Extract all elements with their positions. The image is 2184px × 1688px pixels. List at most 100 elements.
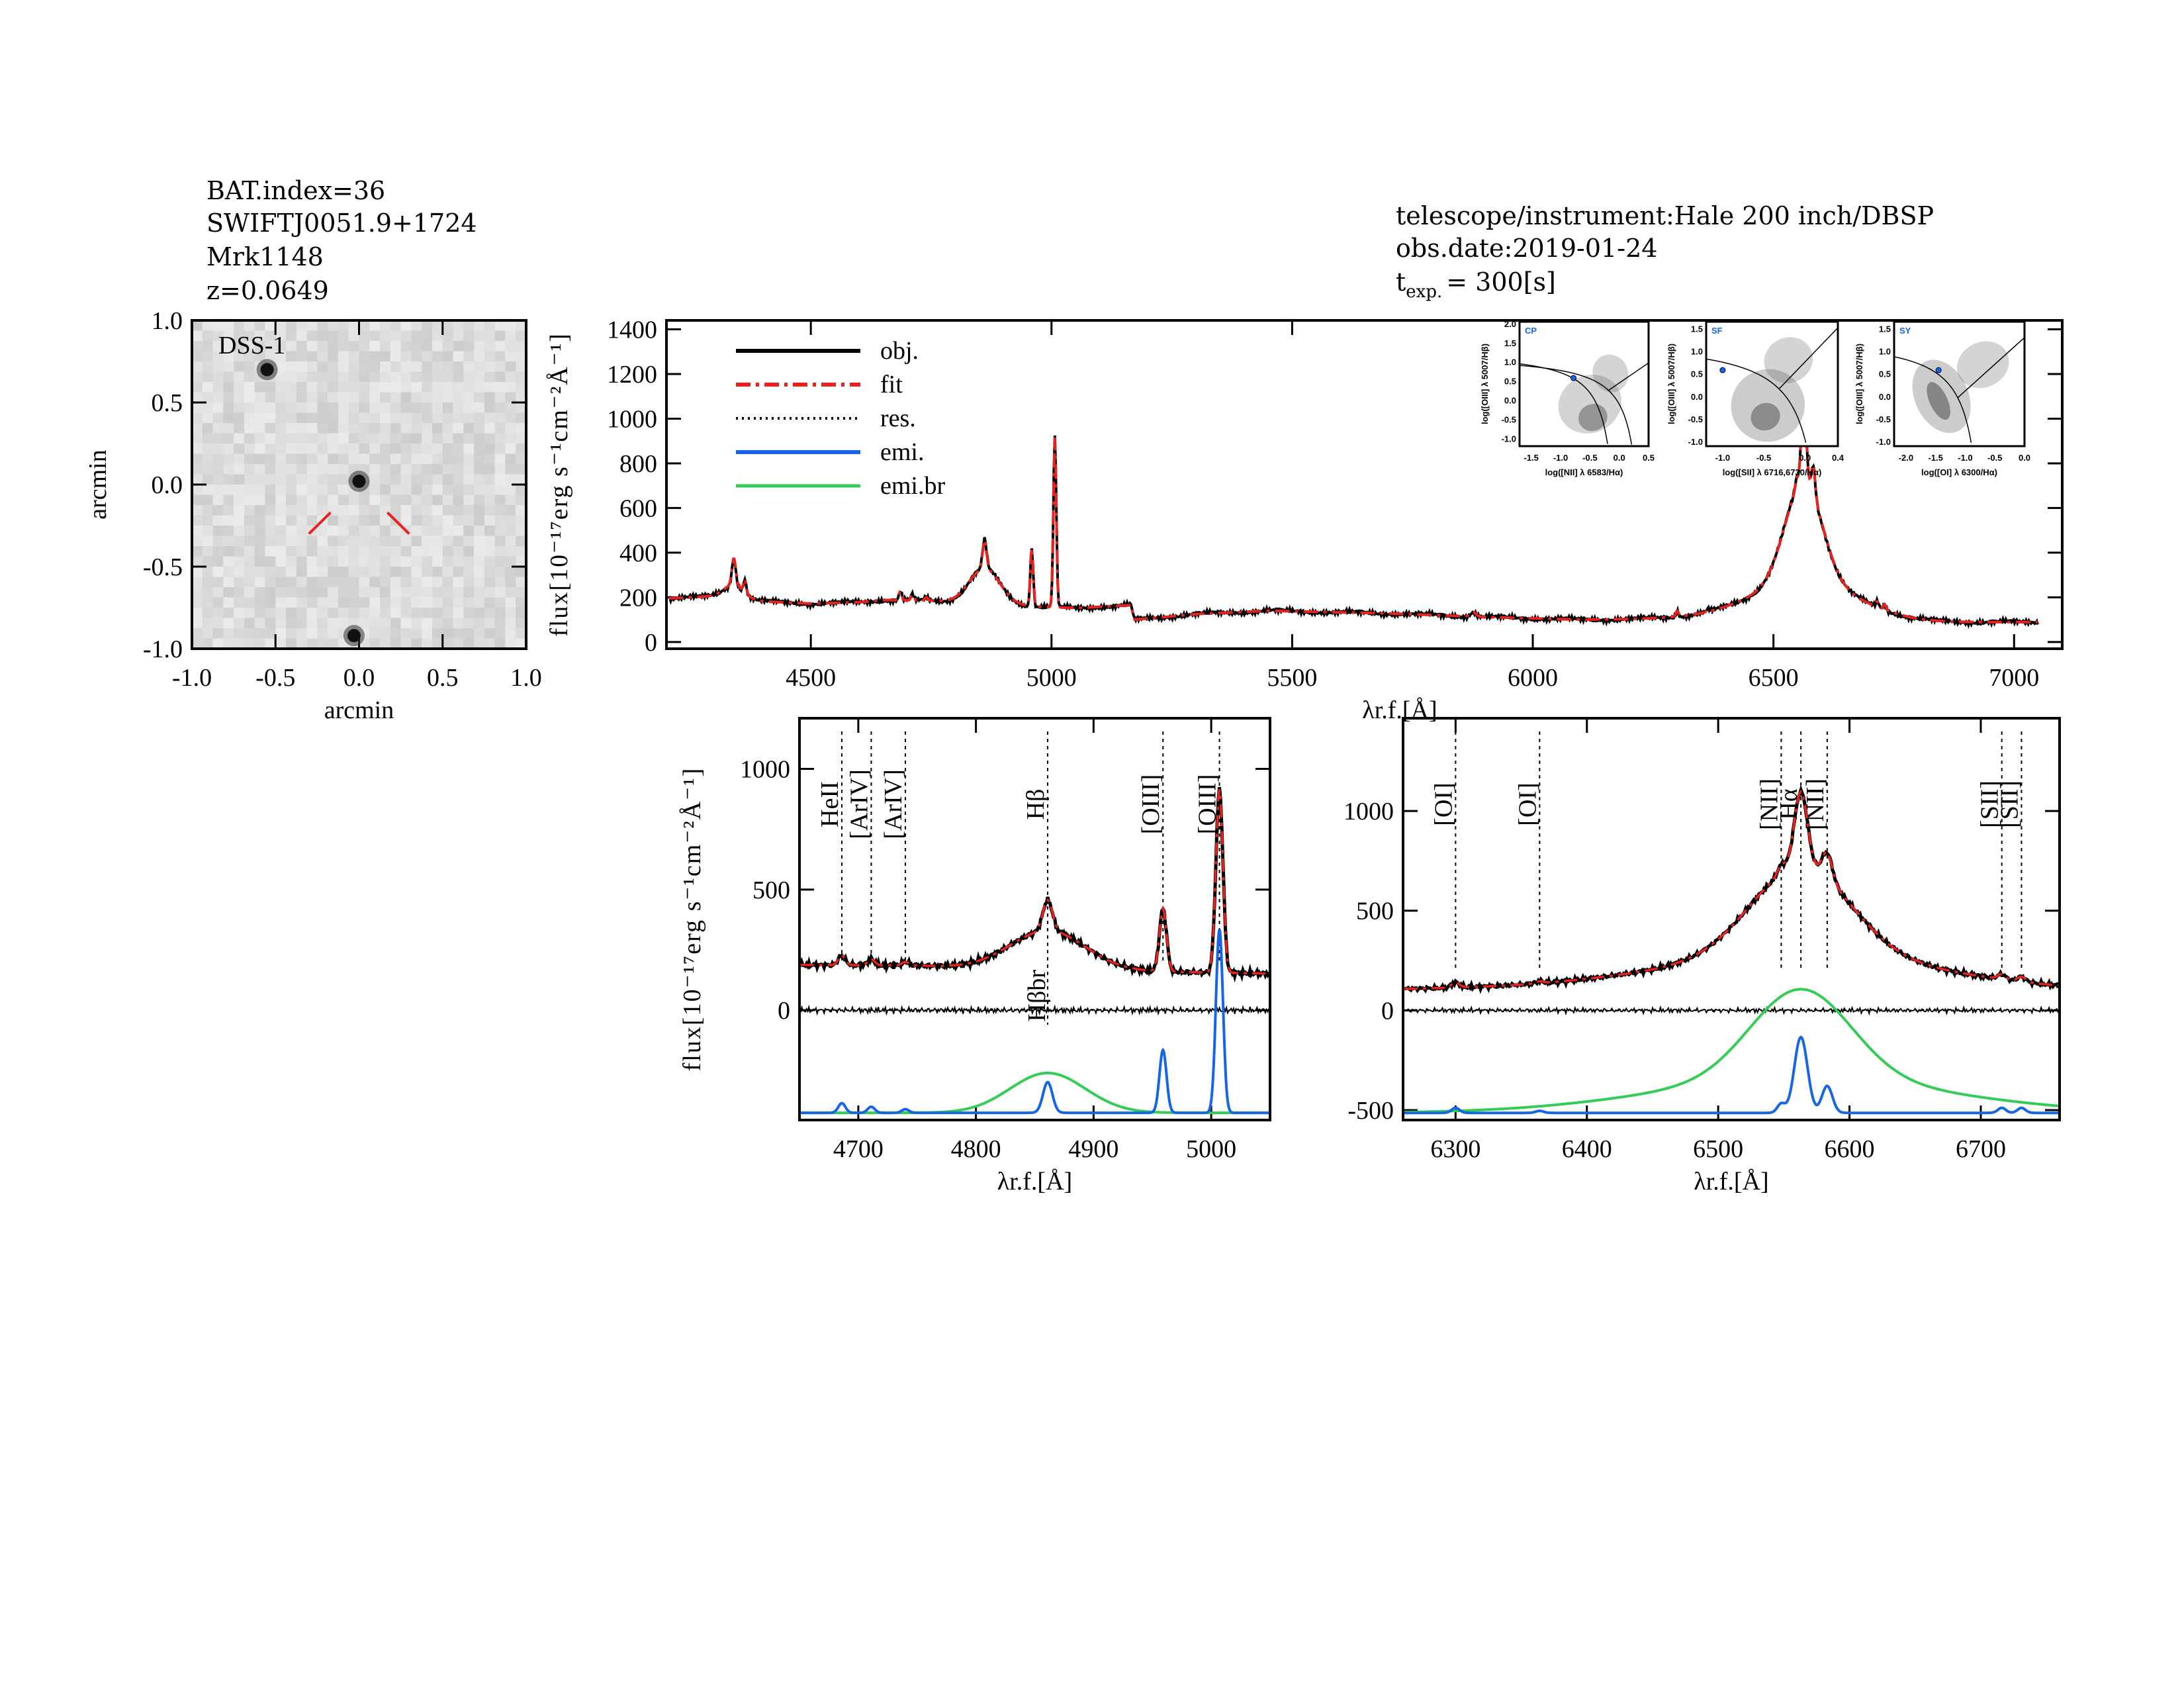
image-pixel <box>463 597 475 608</box>
image-pixel <box>484 392 496 403</box>
image-pixel <box>380 526 391 537</box>
image-pixel <box>212 546 224 557</box>
image-pixel <box>359 494 370 506</box>
image-pixel <box>254 423 266 434</box>
image-pixel <box>432 453 443 465</box>
image-pixel <box>359 402 370 414</box>
hbeta-panel: 4700 4800 4900 5000 0 500 1000 λr.f.[Å] flux[10⁻… <box>678 717 1271 1196</box>
y-tick-label: 1.0 <box>152 307 183 335</box>
x-tick-label: 0.0 <box>343 664 375 692</box>
image-pixel <box>494 433 506 444</box>
target-marker-left <box>308 511 332 535</box>
image-pixel <box>400 577 412 588</box>
image-pixel <box>244 351 255 362</box>
image-pixel <box>254 546 266 557</box>
image-pixel <box>244 361 255 373</box>
image-pixel <box>192 382 203 393</box>
image-pixel <box>223 423 234 434</box>
image-pixel <box>296 330 308 342</box>
image-pixel <box>234 567 245 578</box>
density-contour <box>1927 382 1950 420</box>
image-pixel <box>411 577 422 588</box>
image-pixel <box>296 392 308 403</box>
image-pixel <box>244 444 255 455</box>
image-pixel <box>348 320 360 332</box>
image-pixel <box>422 505 433 516</box>
image-pixel <box>275 341 287 352</box>
image-pixel <box>328 526 339 537</box>
image-pixel <box>296 628 308 639</box>
image-pixel <box>348 351 360 362</box>
line-marker-label: [ArIV] <box>845 769 873 839</box>
image-pixel <box>505 402 516 414</box>
inset-x-tick-label: -0.5 <box>1582 453 1597 463</box>
image-pixel <box>223 474 234 485</box>
image-pixel <box>338 351 349 362</box>
image-pixel <box>390 453 402 465</box>
bpt-inset-sy: SY -2.0 -1.5 -1.0 -0.5 0.0 -1.0 -0.5 0.0 0.5 1.0 1.… <box>1854 320 2030 477</box>
image-pixel <box>348 444 360 455</box>
image-pixel <box>380 618 391 629</box>
image-pixel <box>234 341 245 352</box>
image-pixel <box>275 608 287 619</box>
image-pixel <box>348 453 360 465</box>
image-pixel <box>494 402 506 414</box>
image-pixel <box>234 618 245 629</box>
image-pixel <box>254 577 266 588</box>
x-tick-label: 6400 <box>1562 1135 1612 1163</box>
image-pixel <box>306 494 318 506</box>
image-pixel <box>390 361 402 373</box>
image-pixel <box>348 382 360 393</box>
image-pixels <box>192 320 527 649</box>
image-pixel <box>422 608 433 619</box>
image-pixel <box>369 618 381 629</box>
image-pixel <box>306 330 318 342</box>
image-pixel <box>338 320 349 332</box>
image-pixel <box>484 412 496 424</box>
image-pixel <box>212 597 224 608</box>
image-pixel <box>484 515 496 526</box>
image-pixel <box>494 423 506 434</box>
image-pixel <box>505 392 516 403</box>
image-pixel <box>286 597 297 608</box>
image-pixel <box>422 474 433 485</box>
image-pixel <box>494 320 506 332</box>
image-pixel <box>380 423 391 434</box>
image-pixel <box>484 567 496 578</box>
inset-frame <box>1705 320 1839 447</box>
legend-label: res. <box>880 404 916 432</box>
image-pixel <box>453 536 464 547</box>
inset-y-tick-label: 0.0 <box>1879 392 1891 402</box>
image-pixel <box>474 515 485 526</box>
image-pixel <box>234 412 245 424</box>
image-pixel <box>338 382 349 393</box>
image-pixel <box>494 474 506 485</box>
image-pixel <box>296 526 308 537</box>
image-pixel <box>265 433 276 444</box>
image-pixel <box>212 341 224 352</box>
image-pixel <box>390 412 402 424</box>
image-pixel <box>275 556 287 567</box>
image-pixel <box>317 638 328 649</box>
image-pixel <box>422 423 433 434</box>
inset-y-label: log([OIII] λ 5007/Hβ) <box>1480 344 1490 424</box>
image-pixel <box>400 402 412 414</box>
image-pixel <box>223 361 234 373</box>
inset-background <box>1894 322 2025 446</box>
image-pixel <box>306 556 318 567</box>
bat-index: BAT.index=36 <box>206 176 385 205</box>
image-pixel <box>244 628 255 639</box>
image-pixel <box>494 515 506 526</box>
image-pixel <box>192 556 203 567</box>
image-pixel <box>400 464 412 475</box>
image-pixel <box>317 444 328 455</box>
inset-y-tick-label: -1.0 <box>1876 437 1891 447</box>
image-pixel <box>516 474 527 485</box>
image-pixel <box>484 628 496 639</box>
image-pixel <box>463 638 475 649</box>
image-pixel <box>484 330 496 342</box>
image-pixel <box>390 526 402 537</box>
image-pixel <box>317 485 328 496</box>
image-pixel <box>453 597 464 608</box>
